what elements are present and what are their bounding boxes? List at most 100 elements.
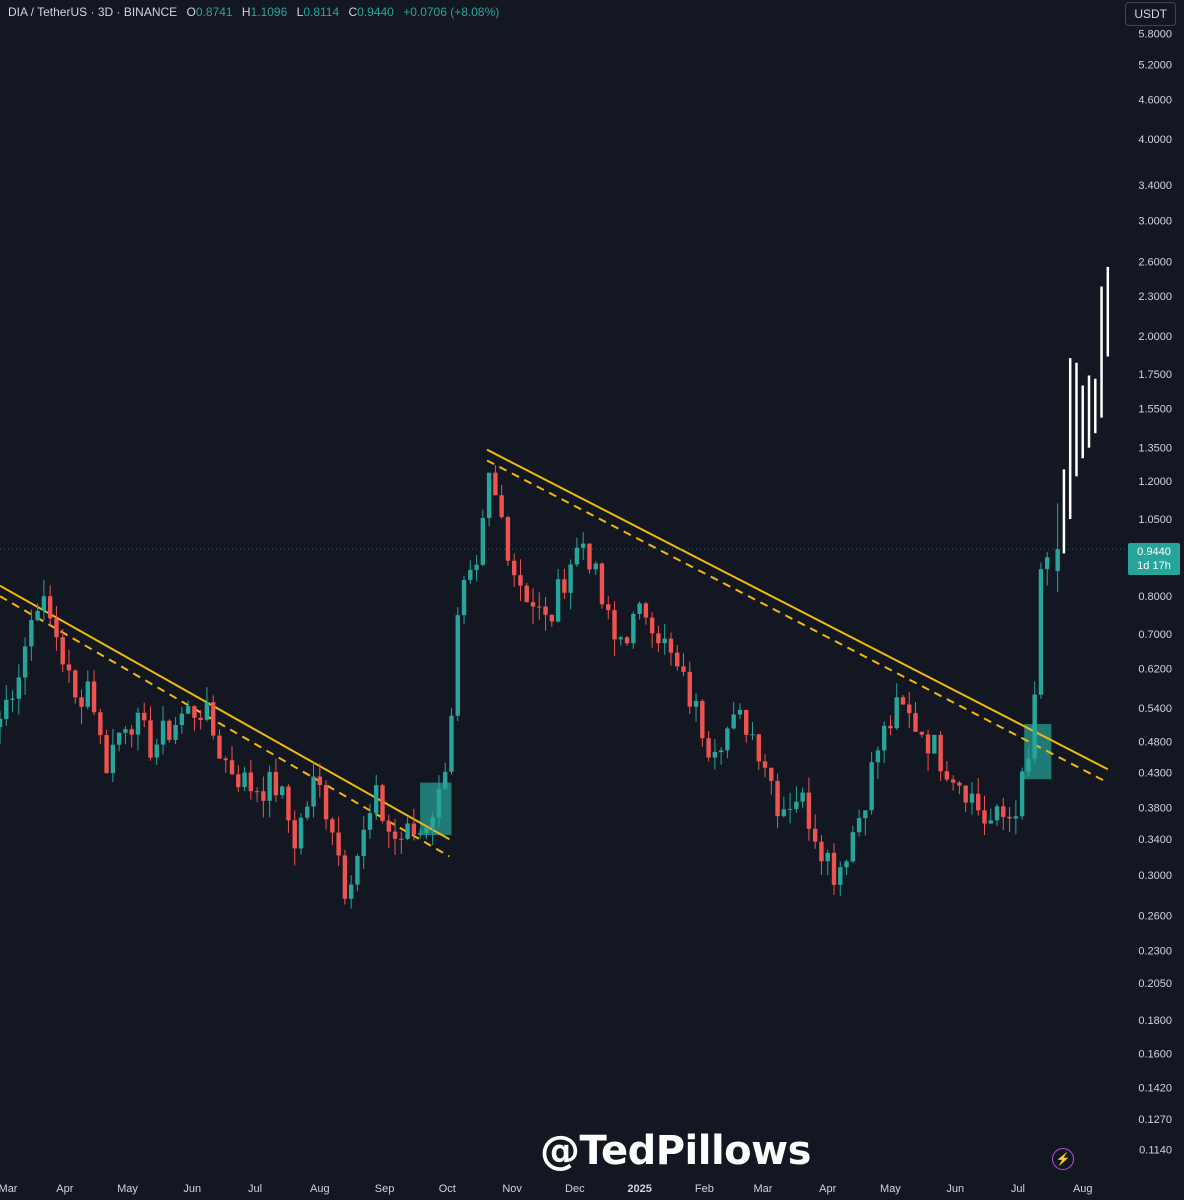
low-value: 0.8114 — [303, 5, 340, 19]
price-tick-label: 0.1420 — [1138, 1082, 1172, 1094]
lightning-icon[interactable]: ⚡ — [1052, 1148, 1074, 1170]
time-tick-label: 2025 — [627, 1183, 651, 1195]
candle-body — [54, 618, 59, 638]
candle-body — [305, 806, 310, 818]
candle-body — [1026, 758, 1031, 772]
candle-body — [988, 820, 993, 824]
time-tick-label: Jun — [946, 1183, 964, 1195]
future-bars — [1062, 266, 1110, 554]
candle-body — [85, 681, 90, 707]
time-tick-label: Oct — [439, 1183, 456, 1195]
candle-body — [681, 666, 686, 672]
price-tick-label: 0.1800 — [1138, 1015, 1172, 1027]
candle-body — [637, 603, 642, 614]
candle-body — [856, 818, 862, 833]
candle-body — [399, 838, 404, 840]
price-tick-label: 0.1600 — [1138, 1048, 1172, 1060]
candle-body — [599, 563, 605, 605]
candle-body — [223, 758, 228, 761]
candle-body — [342, 855, 348, 899]
candle-body — [963, 785, 968, 803]
candle-body — [888, 725, 893, 729]
candle-body — [844, 861, 849, 868]
candle-body — [424, 827, 429, 834]
last-price-value: 0.9440 — [1137, 546, 1171, 558]
candle-body — [593, 563, 598, 570]
candle-body — [330, 819, 335, 833]
time-tick-label: Jul — [248, 1183, 262, 1195]
price-tick-label: 0.8000 — [1138, 591, 1172, 603]
candle-body — [261, 791, 266, 801]
candle-body — [104, 735, 109, 774]
candle-body — [919, 731, 924, 735]
candle-body — [148, 720, 153, 758]
candles — [0, 465, 1060, 909]
candle-body — [649, 617, 655, 634]
candle-body — [380, 785, 385, 821]
time-tick-label: Aug — [310, 1183, 330, 1195]
time-tick-label: Jul — [1011, 1183, 1025, 1195]
candle-body — [1055, 549, 1060, 572]
candle-body — [606, 604, 611, 611]
candle-body — [167, 720, 172, 740]
candle-body — [129, 729, 134, 735]
dashed-trendline-4[interactable] — [486, 459, 1109, 784]
candle-body — [969, 793, 975, 803]
candle-body — [367, 813, 373, 830]
candle-body — [1001, 806, 1006, 817]
candle-body — [750, 734, 755, 736]
candle-body — [668, 638, 674, 653]
solid-trendline-3[interactable] — [486, 448, 1109, 771]
candle-body — [618, 637, 623, 640]
candle-body — [35, 610, 40, 621]
price-axis[interactable]: 5.8000 5.2000 4.6000 4.0000 3.4000 3.0000 2.60… — [1138, 28, 1172, 1156]
change-value: +0.0706 (+8.08%) — [403, 5, 500, 19]
candle-body — [894, 697, 899, 729]
candle-body — [4, 699, 9, 719]
candle-body — [976, 793, 981, 811]
price-tick-label: 2.0000 — [1138, 331, 1172, 343]
price-tick-label: 0.2300 — [1138, 945, 1172, 957]
candle-body — [185, 706, 191, 714]
candle-body — [775, 780, 780, 817]
candle-body — [580, 543, 586, 548]
candle-body — [574, 547, 580, 565]
candle-body — [192, 706, 197, 718]
price-tick-label: 1.5500 — [1138, 403, 1172, 415]
price-tick-label: 2.3000 — [1138, 291, 1172, 303]
price-tick-label: 1.3500 — [1138, 443, 1172, 455]
candle-body — [524, 585, 529, 603]
candle-body — [612, 610, 617, 640]
time-axis[interactable]: Mar Apr May Jun Jul Aug Sep Oct Nov Dec 2025 Feb Mar… — [0, 1183, 1093, 1195]
candle-body — [374, 785, 379, 814]
high-value: 1.1096 — [250, 5, 288, 19]
price-tick-label: 3.4000 — [1138, 180, 1172, 192]
currency-button[interactable]: USDT — [1125, 2, 1176, 26]
candle-body — [29, 620, 34, 647]
candle-body — [10, 698, 15, 700]
candle-body — [79, 697, 84, 707]
candle-body — [587, 543, 592, 570]
candle-body — [568, 564, 573, 593]
candle-body — [0, 718, 3, 728]
time-tick-label: Mar — [753, 1183, 772, 1195]
symbol-title[interactable]: DIA / TetherUS · 3D · BINANCE — [8, 5, 178, 19]
candle-body — [938, 734, 943, 772]
dashed-trendline-2[interactable] — [0, 595, 450, 858]
candle-body — [656, 633, 661, 644]
candle-body — [831, 852, 837, 885]
price-tick-label: 1.0500 — [1138, 514, 1172, 526]
candle-body — [123, 729, 128, 733]
candle-body — [932, 734, 937, 754]
candle-body — [863, 810, 868, 819]
candle-body — [957, 782, 962, 786]
candle-body — [913, 713, 918, 732]
candle-body — [512, 560, 517, 576]
candle-body — [787, 808, 793, 810]
candle-body — [236, 774, 241, 788]
price-tick-label: 0.4800 — [1138, 736, 1172, 748]
author-watermark: @TedPillows — [540, 1128, 811, 1174]
candle-body — [273, 771, 279, 796]
candle-body — [179, 713, 185, 726]
